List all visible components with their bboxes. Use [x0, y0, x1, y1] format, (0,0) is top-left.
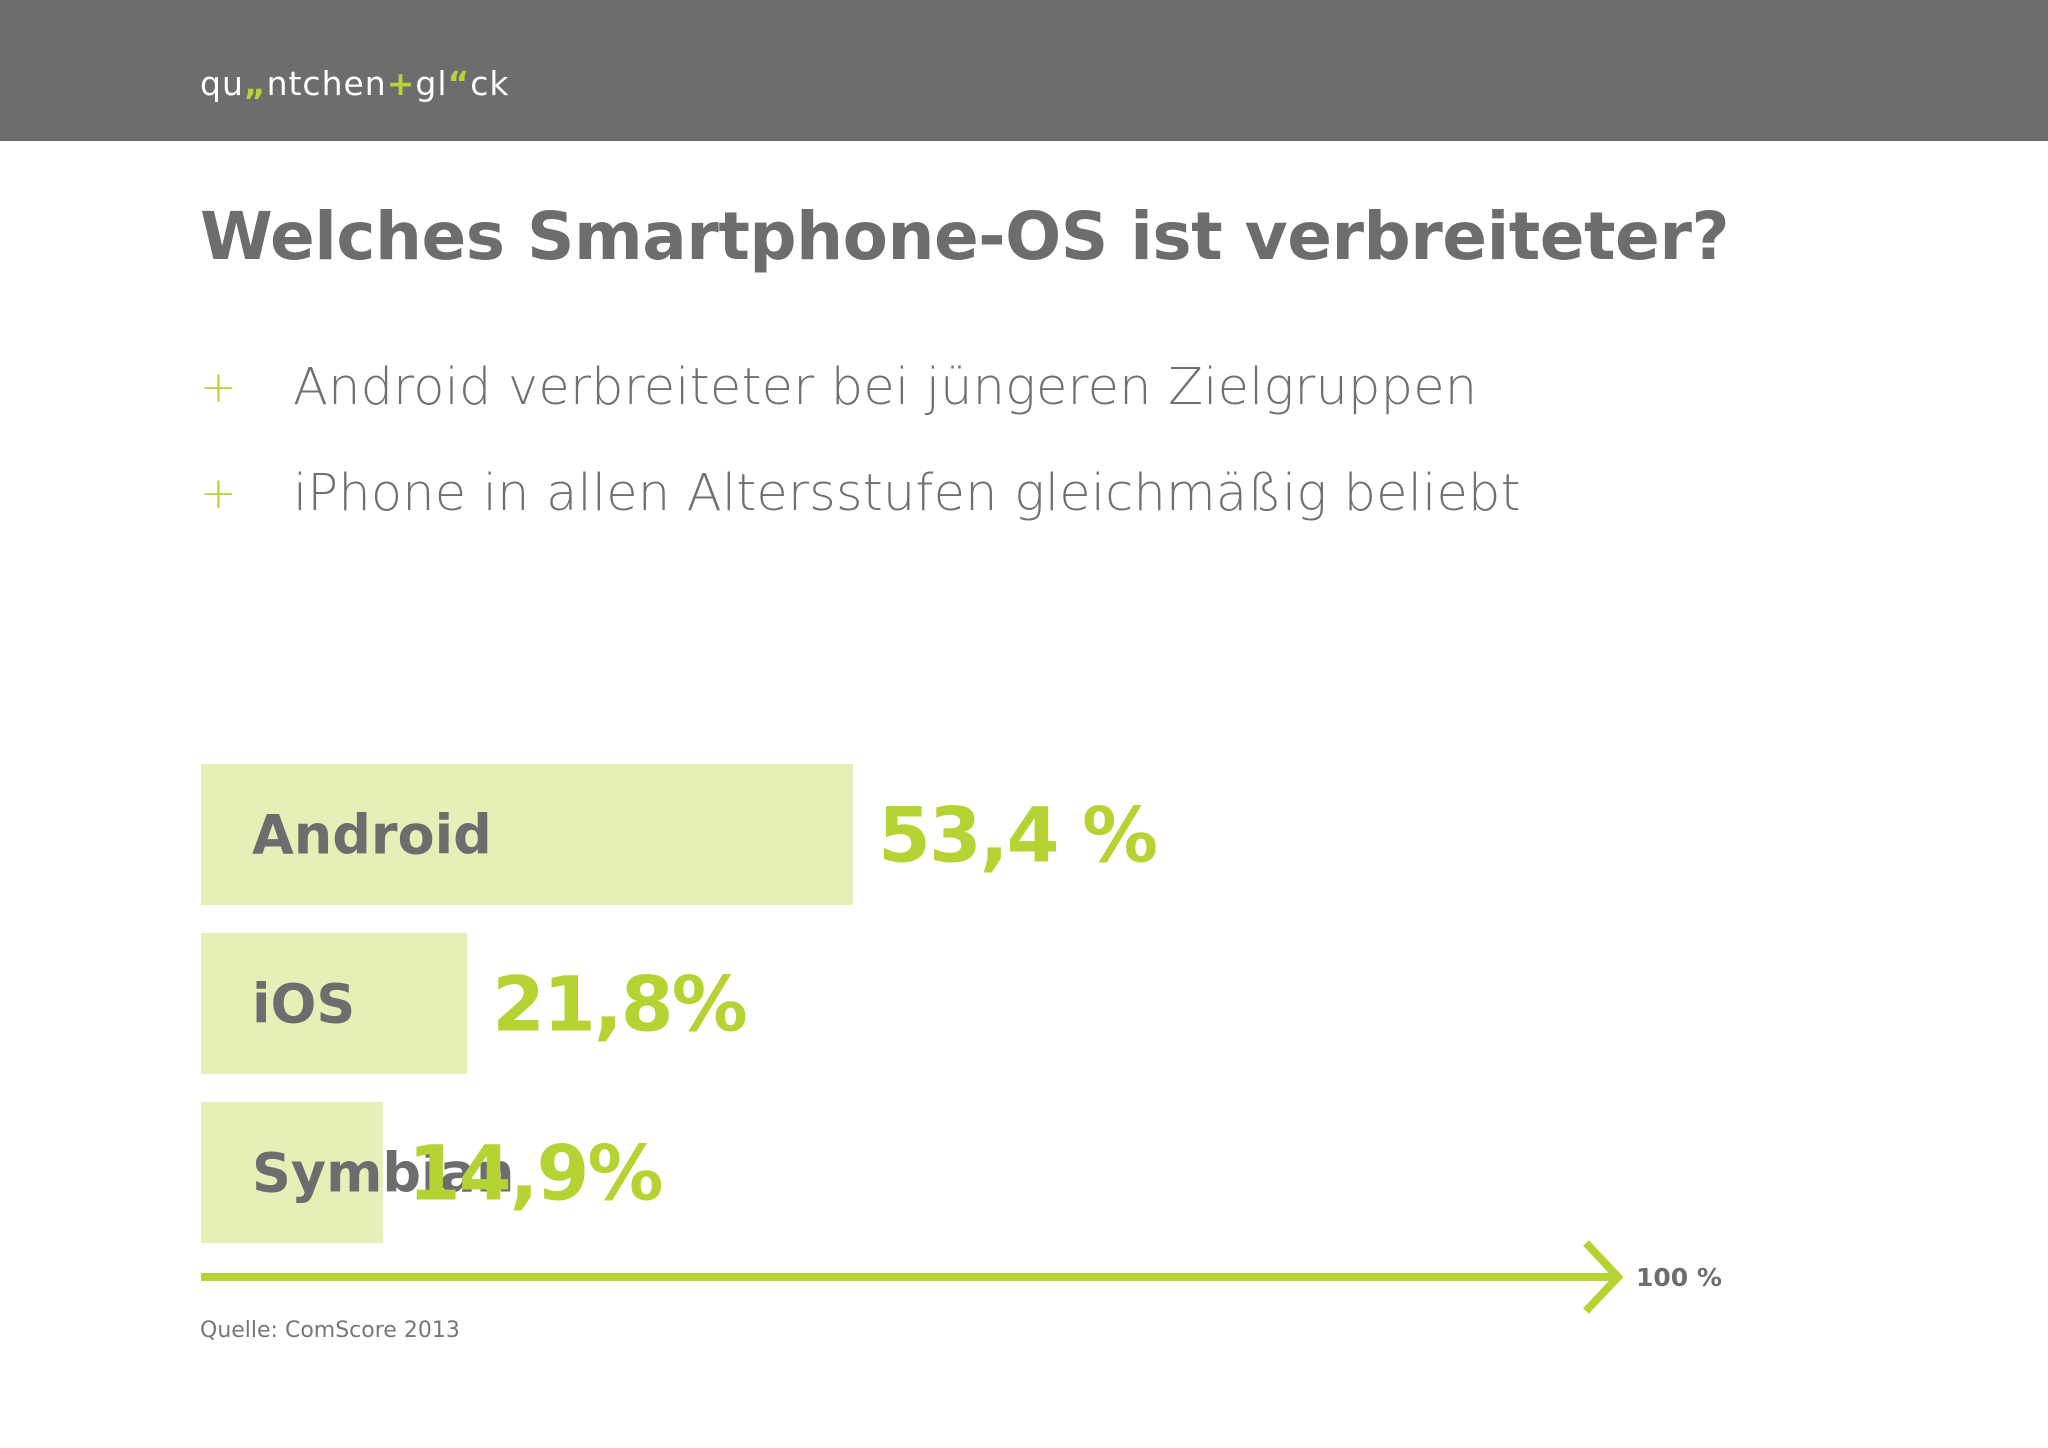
bar-android: [201, 764, 854, 905]
logo: qu„ntchen+gl“ck: [200, 64, 510, 103]
value-label-symbian: 14,9%: [408, 1129, 662, 1218]
arrow-head-icon: [1583, 1240, 1624, 1314]
axis-end-label: 100 %: [1636, 1263, 1722, 1292]
bar-symbian: [201, 1102, 383, 1243]
bullet-text: Android verbreiteter bei jüngeren Zielgr…: [293, 358, 1478, 417]
bar-label-symbian: Symbian: [252, 1142, 514, 1205]
bar-label-ios: iOS: [252, 973, 355, 1036]
plus-icon: +: [200, 468, 237, 519]
source-note: Quelle: ComScore 2013: [200, 1318, 460, 1343]
value-label-ios: 21,8%: [492, 960, 746, 1049]
header-bar: qu„ntchen+gl“ck: [0, 0, 2048, 141]
plus-icon: +: [200, 362, 237, 413]
bar-ios: [201, 933, 468, 1074]
page-title: Welches Smartphone-OS ist verbreiteter?: [200, 198, 1730, 275]
bar-label-android: Android: [252, 804, 492, 867]
bullet-text: iPhone in allen Altersstufen gleichmäßig…: [293, 464, 1521, 523]
value-label-android: 53,4 %: [878, 791, 1156, 880]
